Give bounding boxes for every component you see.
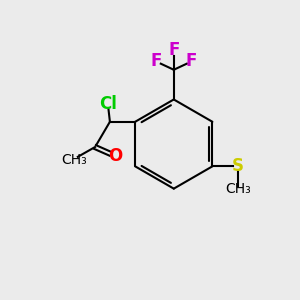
Text: Cl: Cl: [100, 95, 117, 113]
Text: F: F: [150, 52, 162, 70]
Text: CH₃: CH₃: [225, 182, 250, 196]
Text: CH₃: CH₃: [61, 153, 87, 167]
Text: F: F: [186, 52, 197, 70]
Text: F: F: [168, 41, 179, 59]
Text: O: O: [108, 147, 122, 165]
Text: S: S: [232, 157, 244, 175]
